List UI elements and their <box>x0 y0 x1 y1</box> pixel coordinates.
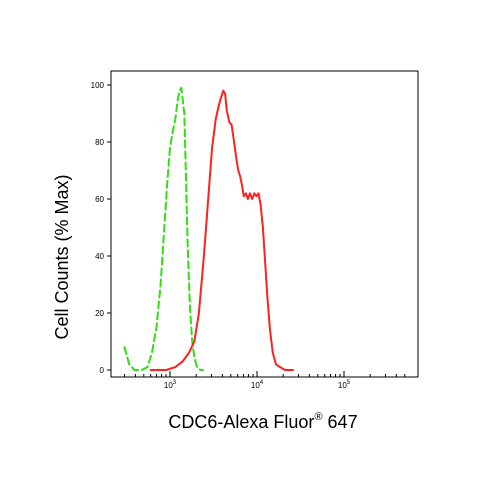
y-axis-title: Cell Counts (% Max) <box>52 174 72 339</box>
series-line-solid <box>149 89 295 371</box>
x-axis-title: CDC6-Alexa Fluor® 647 <box>168 411 357 432</box>
x-axis-title-suffix: 647 <box>323 412 358 432</box>
series-layer <box>123 86 295 371</box>
x-axis-ticks: 103 104 105 <box>124 371 406 390</box>
series-line-dashed <box>123 86 205 371</box>
x-tick-label: 104 <box>251 380 264 390</box>
plot-frame <box>110 70 419 378</box>
y-tick-label: 40 <box>95 252 104 261</box>
x-tick-label: 105 <box>338 380 351 390</box>
x-axis-title-main: CDC6-Alexa Fluor <box>168 412 314 432</box>
x-tick-label: 103 <box>164 380 177 390</box>
x-axis-title-superscript: ® <box>314 411 322 423</box>
y-tick-label: 60 <box>95 195 104 204</box>
y-tick-label: 0 <box>100 366 105 375</box>
y-tick-label: 100 <box>91 81 105 90</box>
y-tick-label: 20 <box>95 309 104 318</box>
y-axis-ticks: 0 20 40 60 80 100 <box>91 81 111 375</box>
y-tick-label: 80 <box>95 138 104 147</box>
